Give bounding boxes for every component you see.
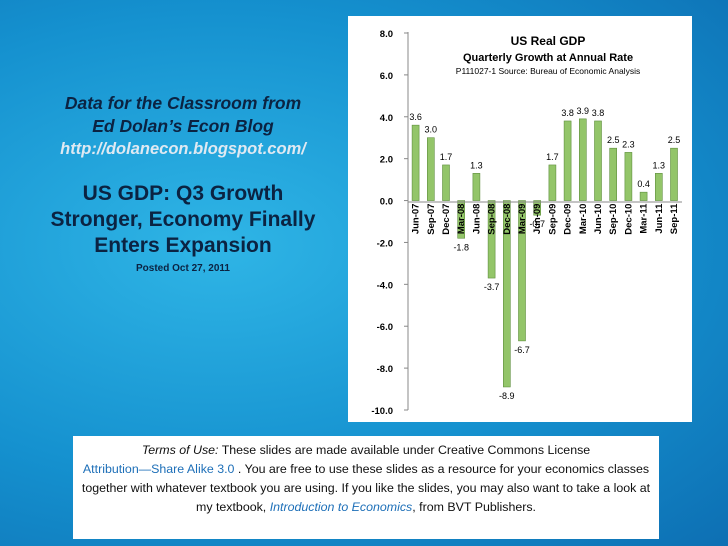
y-tick-label: -6.0	[377, 322, 393, 333]
x-tick-label: Sep-08	[487, 204, 498, 235]
data-label: -0.7	[529, 219, 545, 229]
data-label: 1.3	[470, 160, 483, 170]
y-tick-label: 4.0	[380, 113, 393, 124]
bar-jun-09	[533, 200, 541, 216]
textbook-link[interactable]: Introduction to Economics	[269, 500, 413, 514]
x-tick-label: Jun-09	[532, 204, 543, 235]
y-tick-label: -4.0	[377, 280, 393, 291]
bar-dec-09	[563, 120, 572, 201]
headline-line2: Stronger, Economy Finally	[50, 208, 316, 231]
x-tick-label: Mar-09	[517, 204, 528, 235]
x-tick-label: Mar-11	[639, 203, 650, 234]
bar-mar-11	[639, 191, 648, 201]
x-tick-label: Mar-08	[456, 204, 467, 235]
x-tick-label: Dec-08	[502, 204, 513, 235]
data-label: 3.0	[425, 125, 438, 135]
y-tick-label: 6.0	[380, 71, 393, 82]
chart-subtitle: Quarterly Growth at Annual Rate	[463, 52, 633, 64]
data-label: 1.3	[653, 160, 666, 170]
data-label: 3.9	[577, 106, 590, 116]
bar-dec-10	[624, 152, 633, 201]
bar-jun-10	[594, 120, 602, 201]
y-tick-label: 8.0	[380, 29, 393, 40]
data-label: 1.7	[546, 152, 559, 162]
x-tick-label: Dec-07	[441, 204, 452, 235]
y-tick-label: 0.0	[380, 197, 393, 208]
x-tick-label: Jun-08	[471, 204, 482, 235]
bar-mar-09	[518, 200, 526, 342]
data-label: 1.7	[440, 152, 453, 162]
bar-sep-09	[548, 164, 557, 201]
x-tick-label: Sep-09	[547, 204, 558, 235]
license-link[interactable]: Attribution—Share Alike 3.0	[82, 462, 235, 476]
terms-text1: These slides are made available under Cr…	[221, 443, 591, 457]
x-tick-label: Jun-07	[411, 204, 422, 235]
terms-of-use-box: Terms of Use: These slides are made avai…	[73, 436, 659, 539]
x-tick-label: Dec-09	[563, 204, 574, 235]
title-panel: Data for the Classroom from Ed Dolan’s E…	[28, 92, 338, 274]
x-tick-label: Sep-07	[426, 204, 437, 235]
gdp-chart-panel: 8.0 6.0 4.0 2.0 0.0 -2.0 -4.0 -6.0 -8.0 -10.0 3.6…	[348, 16, 692, 422]
data-label: 3.8	[561, 108, 574, 118]
blog-title-line1: Data for the Classroom from	[64, 93, 302, 113]
y-tick-label: -8.0	[377, 364, 393, 375]
bar-jun-11	[654, 173, 663, 201]
x-tick-label: Dec-10	[623, 204, 634, 235]
bar-jun-08	[472, 173, 481, 201]
blog-title-line2: Ed Dolan’s Econ Blog	[92, 116, 274, 136]
bar-sep-08	[487, 200, 496, 279]
y-tick-label: 2.0	[380, 155, 393, 166]
data-label: 0.4	[637, 179, 650, 189]
data-label: 2.3	[622, 139, 635, 149]
terms-text2: . You are free to use these slides as a …	[81, 462, 651, 514]
bar-mar-08	[457, 200, 465, 239]
chart-source: P111027-1 Source: Bureau of Economic Ana…	[456, 66, 640, 76]
y-tick-label: -10.0	[371, 406, 393, 417]
bar-jun-07	[411, 124, 420, 201]
bar-dec-08	[503, 200, 511, 388]
terms-text3: , from BVT Publishers.	[412, 500, 536, 514]
gdp-bar-chart: 8.0 6.0 4.0 2.0 0.0 -2.0 -4.0 -6.0 -8.0 -10.0 3.6…	[371, 29, 682, 417]
x-tick-label: Sep-11	[669, 203, 680, 234]
data-label: 2.5	[607, 135, 620, 145]
data-label: -6.7	[514, 345, 530, 355]
posted-date: Posted Oct 27, 2011	[136, 263, 230, 274]
terms-label: Terms of Use:	[141, 443, 219, 457]
data-label: -8.9	[499, 391, 515, 401]
data-label: 3.8	[592, 108, 605, 118]
blog-url-link[interactable]: http://dolanecon.blogspot.com/	[60, 140, 306, 158]
bar-sep-07	[427, 137, 435, 201]
bar-sep-10	[609, 147, 618, 201]
headline-line1: US GDP: Q3 Growth	[82, 182, 284, 205]
x-tick-label: Mar-10	[578, 204, 589, 235]
x-tick-label: Sep-10	[608, 204, 619, 235]
data-label: -3.7	[484, 282, 500, 292]
headline-line3: Enters Expansion	[94, 234, 272, 257]
bar-dec-07	[442, 164, 450, 201]
data-label: 2.5	[668, 135, 681, 145]
chart-title: US Real GDP	[511, 34, 586, 48]
title-box	[444, 30, 652, 80]
x-tick-label: Jun-11	[654, 203, 665, 234]
bar-mar-10	[579, 118, 587, 201]
data-label: -1.8	[453, 242, 469, 252]
bar-sep-11	[670, 147, 678, 201]
x-tick-label: Jun-10	[593, 204, 604, 235]
y-tick-label: -2.0	[377, 238, 393, 249]
data-label: 3.6	[409, 112, 422, 122]
